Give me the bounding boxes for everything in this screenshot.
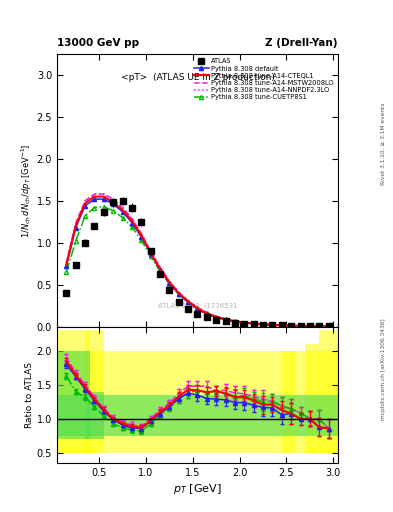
Text: <pT>  (ATLAS UE in Z production): <pT> (ATLAS UE in Z production) [121,73,274,82]
X-axis label: $p_T$ [GeV]: $p_T$ [GeV] [173,482,222,497]
Text: Rivet 3.1.10, ≥ 3.1M events: Rivet 3.1.10, ≥ 3.1M events [381,102,386,184]
Y-axis label: $1/N_\mathsf{ch}\,dN_\mathsf{ch}/dp_T\,[\mathsf{GeV}^{-1}]$: $1/N_\mathsf{ch}\,dN_\mathsf{ch}/dp_T\,[… [19,143,34,238]
Y-axis label: Ratio to ATLAS: Ratio to ATLAS [25,362,34,428]
Bar [282,351,296,453]
Legend: ATLAS, Pythia 8.308 default, Pythia 8.308 tune-A14-CTEQL1, Pythia 8.308 tune-A14: ATLAS, Pythia 8.308 default, Pythia 8.30… [193,57,335,102]
Text: 13000 GeV pp: 13000 GeV pp [57,38,139,48]
Text: mcplots.cern.ch [arXiv:1306.3436]: mcplots.cern.ch [arXiv:1306.3436] [381,318,386,419]
Bar [57,395,338,436]
Bar [305,344,319,453]
Bar [319,330,338,453]
Text: Z (Drell-Yan): Z (Drell-Yan) [266,38,338,48]
Text: ATLAS 2019  I1736531: ATLAS 2019 I1736531 [158,303,237,309]
Bar [57,351,90,439]
Bar [85,392,104,439]
Bar [57,330,90,453]
Bar [85,330,104,453]
Bar [57,351,338,453]
